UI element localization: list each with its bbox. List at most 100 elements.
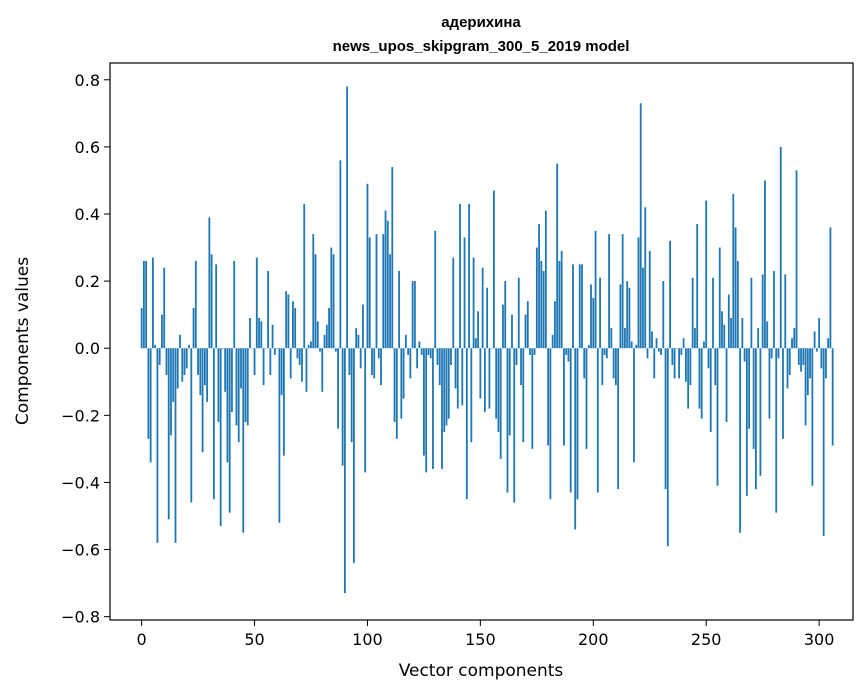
bar-302 <box>822 348 825 537</box>
bar-235 <box>671 348 674 365</box>
bar-205 <box>603 348 606 355</box>
bar-166 <box>515 348 518 365</box>
bar-301 <box>820 348 823 369</box>
bar-233 <box>666 348 669 547</box>
bar-189 <box>567 348 570 362</box>
bar-44 <box>240 348 242 389</box>
bar-29 <box>206 348 209 402</box>
bar-124 <box>420 348 423 355</box>
bar-219 <box>635 344 638 349</box>
bar-172 <box>529 348 531 355</box>
x-axis-label: Vector components <box>399 661 564 681</box>
bar-66 <box>289 348 292 379</box>
bar-183 <box>553 301 556 349</box>
bar-231 <box>662 281 665 349</box>
y-tick-label: 0.2 <box>75 272 100 291</box>
bar-142 <box>461 348 464 406</box>
bar-141 <box>459 203 461 349</box>
bar-217 <box>630 341 633 349</box>
bar-167 <box>517 277 520 349</box>
bar-222 <box>642 267 644 349</box>
bar-2 <box>145 260 148 349</box>
bar-261 <box>730 318 732 349</box>
bar-246 <box>696 224 699 349</box>
bar-27 <box>201 348 204 453</box>
bars-group <box>140 86 834 594</box>
bar-49 <box>251 348 254 349</box>
bar-80 <box>321 348 324 392</box>
bar-36 <box>222 348 224 349</box>
bar-93 <box>350 348 353 443</box>
bar-8 <box>158 348 161 365</box>
bar-146 <box>470 348 473 443</box>
bar-240 <box>682 338 685 349</box>
bar-83 <box>328 307 330 349</box>
bar-76 <box>312 234 315 349</box>
bar-243 <box>689 348 692 386</box>
bar-281 <box>775 348 778 513</box>
bar-75 <box>310 341 312 349</box>
bar-96 <box>357 334 360 349</box>
bar-104 <box>375 234 378 349</box>
bar-158 <box>497 348 500 433</box>
bar-62 <box>280 348 283 396</box>
bar-11 <box>165 348 168 376</box>
bar-242 <box>687 348 690 409</box>
bar-9 <box>161 314 163 349</box>
y-tick-label: 0.8 <box>75 71 100 90</box>
bar-160 <box>502 304 504 349</box>
bar-259 <box>725 348 728 423</box>
bar-177 <box>540 260 543 349</box>
bar-22 <box>190 348 193 503</box>
bar-306 <box>831 348 834 446</box>
bar-227 <box>653 348 656 379</box>
bar-190 <box>569 348 572 493</box>
bar-291 <box>797 348 800 365</box>
bar-165 <box>513 348 516 503</box>
bar-226 <box>651 331 653 349</box>
bar-92 <box>348 348 351 376</box>
x-tick-label: 200 <box>578 630 609 649</box>
bar-98 <box>362 304 364 349</box>
y-axis-label: Components values <box>13 257 33 425</box>
bar-285 <box>784 274 787 349</box>
bar-112 <box>393 348 396 423</box>
bar-272 <box>754 348 757 490</box>
bar-7 <box>156 348 159 543</box>
bar-206 <box>605 348 608 359</box>
bar-139 <box>454 348 457 389</box>
bar-193 <box>576 348 579 500</box>
bar-232 <box>664 348 667 490</box>
bar-12 <box>167 348 170 520</box>
bar-153 <box>486 287 489 349</box>
y-axis-ticks: −0.8 −0.6 −0.4 −0.2 0.0 0.2 0.4 0.6 0.8 <box>61 71 110 627</box>
bar-3 <box>147 348 150 439</box>
bar-100 <box>366 183 369 349</box>
bar-16 <box>176 348 179 389</box>
bar-74 <box>307 344 310 349</box>
bar-210 <box>614 348 617 386</box>
bar-214 <box>624 328 626 349</box>
bar-45 <box>242 348 245 533</box>
y-tick-label: −0.2 <box>61 406 100 425</box>
bar-128 <box>429 348 432 359</box>
y-tick-label: −0.8 <box>61 608 100 627</box>
bar-244 <box>691 277 694 349</box>
bar-15 <box>174 348 177 543</box>
bar-78 <box>316 321 319 349</box>
bar-121 <box>413 281 416 349</box>
bar-213 <box>621 234 624 349</box>
bar-21 <box>188 344 190 349</box>
bar-132 <box>438 348 441 386</box>
bar-34 <box>217 348 220 423</box>
bar-4 <box>149 348 152 463</box>
bar-43 <box>237 348 240 443</box>
bar-130 <box>434 230 437 349</box>
bar-168 <box>520 348 522 386</box>
bar-270 <box>750 277 753 349</box>
bar-123 <box>418 341 421 349</box>
bar-179 <box>544 210 547 349</box>
bar-105 <box>377 348 380 359</box>
bar-103 <box>373 348 376 379</box>
bar-199 <box>590 284 592 349</box>
